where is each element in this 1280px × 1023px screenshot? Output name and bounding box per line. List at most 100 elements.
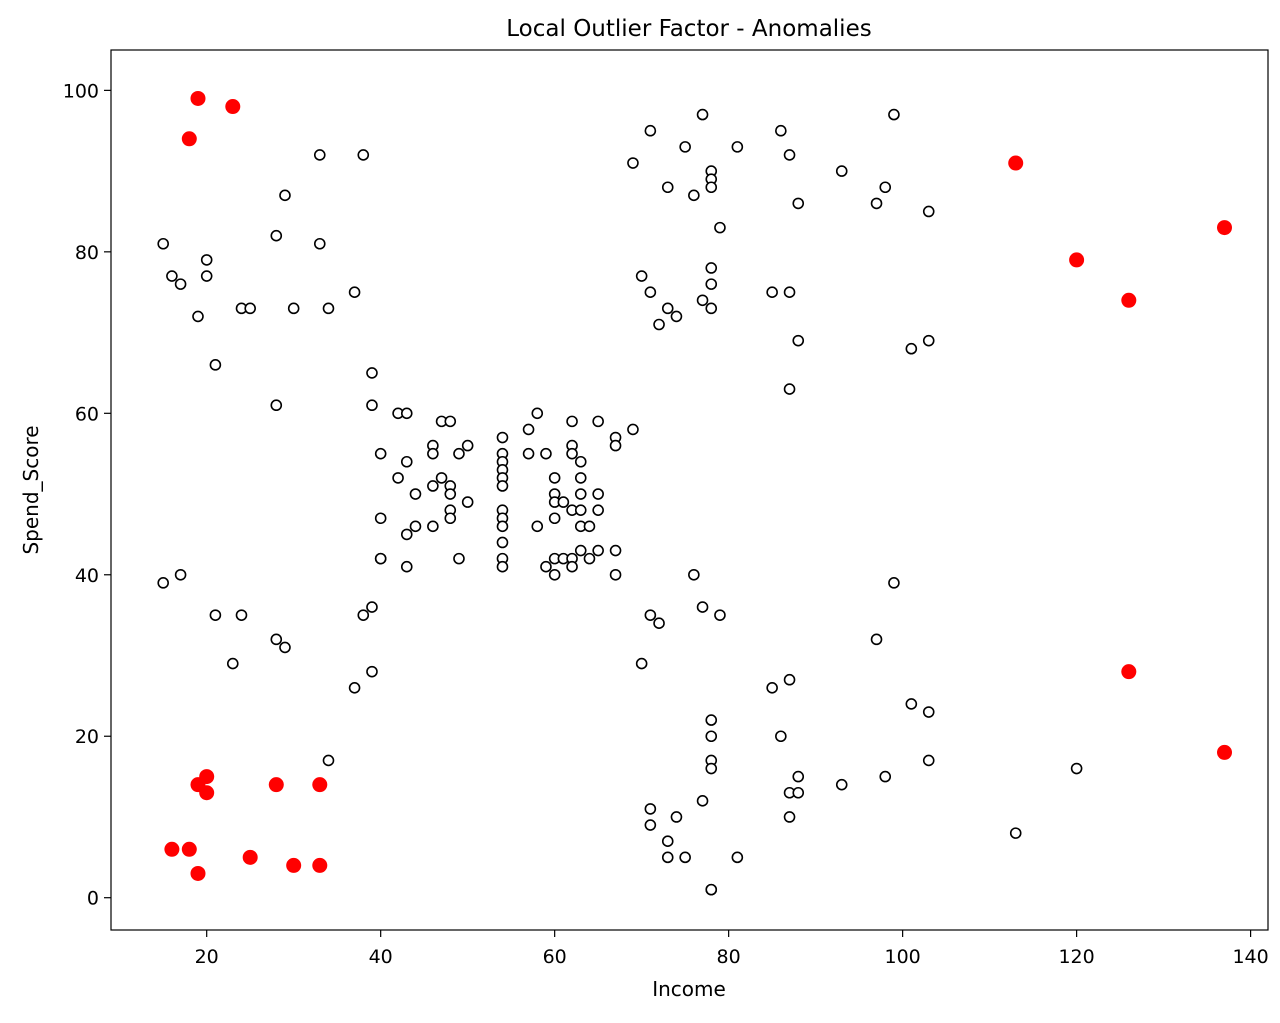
normal-point: [461, 496, 474, 508]
normal-point: [661, 302, 674, 315]
normal-point: [540, 447, 552, 460]
normal-point: [453, 447, 465, 460]
anomaly-point: [1069, 252, 1085, 268]
normal-point: [714, 221, 726, 234]
normal-point: [783, 383, 796, 395]
y-tick-label: 40: [75, 565, 99, 587]
normal-point: [922, 334, 935, 347]
normal-point: [453, 552, 465, 565]
x-tick-label: 140: [1232, 946, 1268, 968]
anomaly-point: [1008, 155, 1024, 171]
normal-point: [609, 544, 622, 557]
normal-point: [592, 415, 604, 428]
normal-point: [357, 149, 370, 161]
normal-point: [792, 334, 805, 347]
normal-point: [766, 681, 778, 694]
normal-point: [644, 124, 657, 137]
normal-point: [566, 415, 578, 428]
anomaly-point: [199, 785, 215, 801]
x-axis: 20 40 60 80 100 120 140: [195, 930, 1269, 968]
anomaly-point: [1121, 664, 1137, 680]
normal-point: [348, 286, 361, 299]
normal-point: [244, 302, 256, 315]
x-axis-label: Income: [652, 977, 726, 1001]
normal-point: [731, 851, 744, 864]
y-tick-label: 0: [87, 888, 99, 910]
normal-point: [574, 544, 587, 557]
normal-point: [444, 488, 457, 500]
normal-point: [783, 149, 796, 161]
normal-point: [374, 552, 387, 565]
normal-point: [574, 455, 587, 468]
y-axis-label: Spend_Score: [19, 425, 43, 554]
normal-point: [400, 560, 413, 573]
normal-point: [435, 472, 448, 484]
anomaly-point: [312, 777, 328, 793]
normal-point: [783, 673, 796, 686]
normal-point: [400, 407, 413, 420]
normal-point: [366, 399, 378, 412]
anomaly-point: [225, 99, 241, 115]
normal-point: [888, 108, 900, 121]
x-tick-label: 100: [884, 946, 920, 968]
normal-point: [792, 786, 805, 799]
normal-point: [566, 560, 578, 573]
normal-point: [766, 286, 778, 299]
normal-point: [548, 568, 561, 581]
normal-point: [279, 189, 291, 202]
normal-point: [688, 568, 700, 581]
normal-point: [574, 504, 587, 516]
normal-point: [522, 423, 535, 436]
normal-point: [922, 754, 935, 767]
x-tick-label: 120: [1058, 946, 1094, 968]
normal-point: [226, 657, 239, 670]
normal-point: [200, 270, 213, 282]
normal-point: [792, 770, 805, 783]
anomaly-point: [312, 857, 328, 873]
anomaly-point: [1217, 220, 1233, 236]
normal-point: [496, 536, 509, 549]
normal-point: [688, 189, 700, 202]
normal-point: [609, 568, 622, 581]
normal-point: [583, 552, 596, 565]
anomaly-point: [164, 841, 180, 857]
normal-point: [366, 367, 378, 379]
normal-point: [392, 472, 404, 484]
anomaly-point: [268, 777, 284, 793]
normal-point: [661, 181, 674, 194]
normal-point: [731, 141, 744, 153]
normal-point: [427, 447, 439, 460]
normal-point: [644, 803, 657, 815]
normal-point: [574, 488, 587, 500]
normal-point: [705, 278, 718, 290]
normal-point: [174, 568, 187, 581]
normal-point: [157, 237, 169, 250]
normal-point: [592, 504, 604, 516]
normal-point: [531, 407, 544, 420]
normal-point: [696, 294, 709, 307]
normal-point: [609, 439, 622, 452]
normal-point: [461, 439, 474, 452]
normal-point: [366, 601, 378, 613]
normal-point: [496, 520, 509, 533]
normal-point: [792, 197, 805, 210]
normal-point: [783, 811, 796, 823]
normal-point: [644, 819, 657, 831]
normal-point: [209, 359, 222, 371]
normal-point: [174, 278, 187, 290]
anomaly-point: [181, 131, 197, 147]
normal-point: [270, 229, 283, 242]
anomaly-point: [190, 90, 206, 106]
anomaly-point: [199, 769, 215, 785]
normal-point: [635, 270, 648, 282]
normal-point: [644, 609, 657, 621]
plot-area: [157, 90, 1233, 896]
normal-point: [635, 657, 648, 670]
normal-point: [540, 560, 552, 573]
normal-point: [653, 617, 665, 630]
normal-point: [870, 633, 883, 646]
normal-point: [574, 472, 587, 484]
normal-point: [661, 835, 674, 847]
normal-point: [166, 270, 178, 282]
normal-point: [835, 778, 848, 791]
